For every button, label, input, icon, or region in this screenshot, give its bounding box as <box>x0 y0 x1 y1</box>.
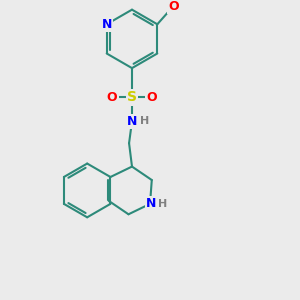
Text: H: H <box>158 199 167 209</box>
Text: S: S <box>127 90 137 104</box>
Text: N: N <box>101 18 112 31</box>
Text: O: O <box>146 91 157 104</box>
Text: N: N <box>146 197 157 210</box>
Text: H: H <box>140 116 149 126</box>
Text: N: N <box>127 115 137 128</box>
Text: O: O <box>168 0 179 13</box>
Text: O: O <box>107 91 117 104</box>
